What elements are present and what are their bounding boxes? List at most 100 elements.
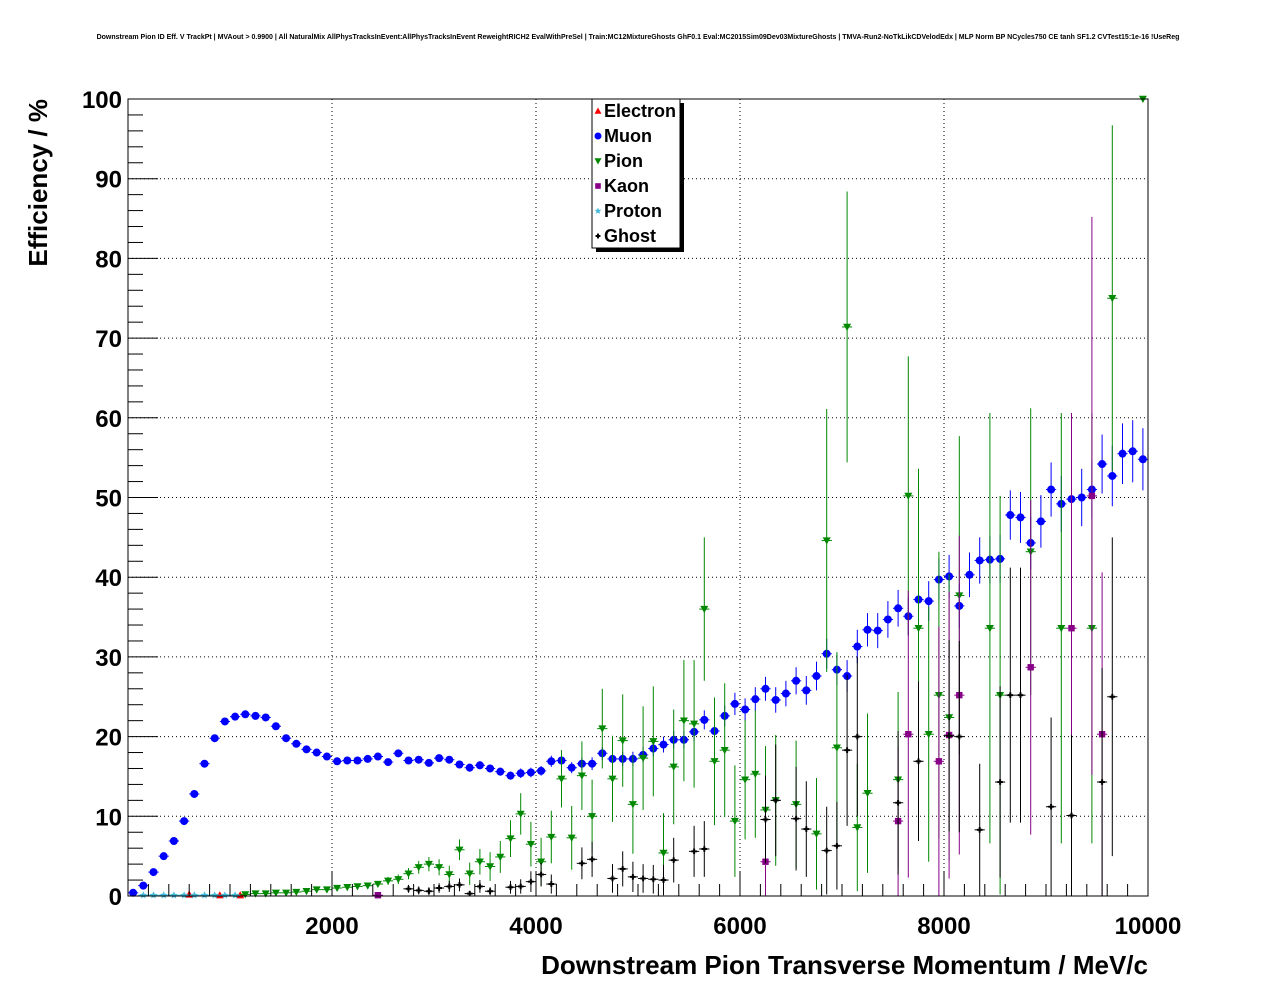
data-point — [464, 763, 475, 772]
data-point — [474, 761, 485, 770]
x-axis-label: Downstream Pion Transverse Momentum / Me… — [541, 950, 1148, 980]
grid-lines — [128, 99, 1148, 896]
data-point — [240, 710, 251, 719]
y-tick-label: 50 — [95, 486, 122, 513]
data-point — [709, 697, 720, 826]
data-point — [1025, 499, 1036, 835]
data-point — [372, 752, 383, 761]
data-point — [546, 874, 557, 894]
data-point — [974, 537, 985, 584]
data-point — [525, 767, 536, 778]
legend-item-muon: Muon — [594, 126, 652, 146]
x-tick-label: 8000 — [917, 913, 970, 940]
data-point — [515, 768, 526, 779]
data-point — [362, 882, 373, 890]
data-point — [495, 841, 506, 873]
legend-item-kaon: Kaon — [595, 176, 649, 196]
data-point — [842, 191, 853, 463]
legend-label: Muon — [604, 126, 652, 146]
legend-label: Proton — [604, 201, 662, 221]
data-point — [984, 413, 995, 844]
data-point — [250, 890, 261, 898]
data-point — [536, 766, 547, 776]
legend-label: Kaon — [604, 176, 649, 196]
data-point — [403, 884, 414, 893]
data-point — [760, 676, 771, 701]
data-point — [770, 744, 781, 857]
data-point — [495, 767, 506, 776]
data-point — [474, 880, 485, 893]
data-point — [342, 756, 353, 765]
data-point — [158, 852, 169, 861]
data-point — [372, 892, 383, 899]
data-point — [1127, 420, 1138, 483]
data-point — [852, 656, 863, 817]
data-point — [301, 745, 312, 754]
y-tick-label: 20 — [95, 725, 122, 752]
data-point — [893, 731, 904, 875]
y-tick-label: 60 — [95, 406, 122, 433]
x-tick-label: 2000 — [305, 913, 358, 940]
data-point — [454, 878, 465, 892]
data-point — [872, 613, 883, 649]
data-point — [372, 880, 383, 889]
data-point — [1005, 567, 1016, 823]
data-point — [648, 864, 659, 894]
data-point — [138, 891, 149, 899]
data-point — [1117, 423, 1128, 484]
data-point — [148, 868, 159, 877]
data-point — [332, 757, 343, 766]
data-point — [311, 748, 322, 757]
data-point — [168, 837, 179, 846]
data-point — [658, 864, 669, 896]
data-point — [995, 686, 1006, 878]
data-point — [536, 862, 547, 887]
data-point — [352, 883, 363, 891]
series-muon — [128, 420, 1148, 897]
data-point — [964, 552, 975, 598]
data-point — [148, 891, 159, 899]
data-point — [505, 880, 516, 894]
data-point — [893, 589, 904, 627]
data-point — [291, 739, 302, 748]
data-point — [719, 683, 730, 818]
tick-labels: 2000 4000 6000 8000 10000 0 10 20 30 40 50 60 70 80 90… — [82, 87, 1181, 940]
data-point — [444, 755, 455, 764]
data-point — [485, 887, 496, 896]
data-point — [291, 888, 302, 897]
data-point — [444, 865, 455, 884]
data-point — [923, 606, 934, 862]
data-point — [464, 890, 475, 897]
legend-label: Electron — [604, 101, 676, 121]
data-point — [444, 880, 455, 893]
data-point — [393, 749, 404, 758]
data-point — [128, 888, 139, 897]
chart-title: Downstream Pion ID Eff. V TrackPt | MVAo… — [96, 34, 1180, 41]
data-point — [321, 886, 332, 894]
data-point — [831, 801, 842, 890]
data-point — [791, 667, 802, 695]
y-tick-label: 70 — [95, 326, 122, 353]
data-point — [434, 859, 445, 876]
data-point — [505, 820, 516, 857]
data-point — [301, 888, 312, 896]
data-point — [587, 757, 598, 771]
data-point — [740, 719, 751, 840]
data-points — [128, 95, 1148, 899]
y-tick-label: 40 — [95, 565, 122, 592]
data-point — [1066, 735, 1077, 896]
legend-item-ghost: Ghost — [595, 226, 656, 246]
data-point — [780, 680, 791, 707]
data-point — [699, 537, 710, 681]
data-point — [842, 674, 853, 826]
data-point — [944, 640, 955, 832]
data-point — [281, 889, 292, 897]
y-tick-label: 100 — [82, 87, 122, 114]
data-point — [913, 681, 924, 842]
data-point — [362, 754, 373, 763]
legend-item-proton: Proton — [594, 201, 662, 221]
data-point — [648, 686, 659, 797]
data-point — [546, 755, 557, 767]
data-point — [668, 837, 679, 883]
data-point — [903, 356, 914, 636]
